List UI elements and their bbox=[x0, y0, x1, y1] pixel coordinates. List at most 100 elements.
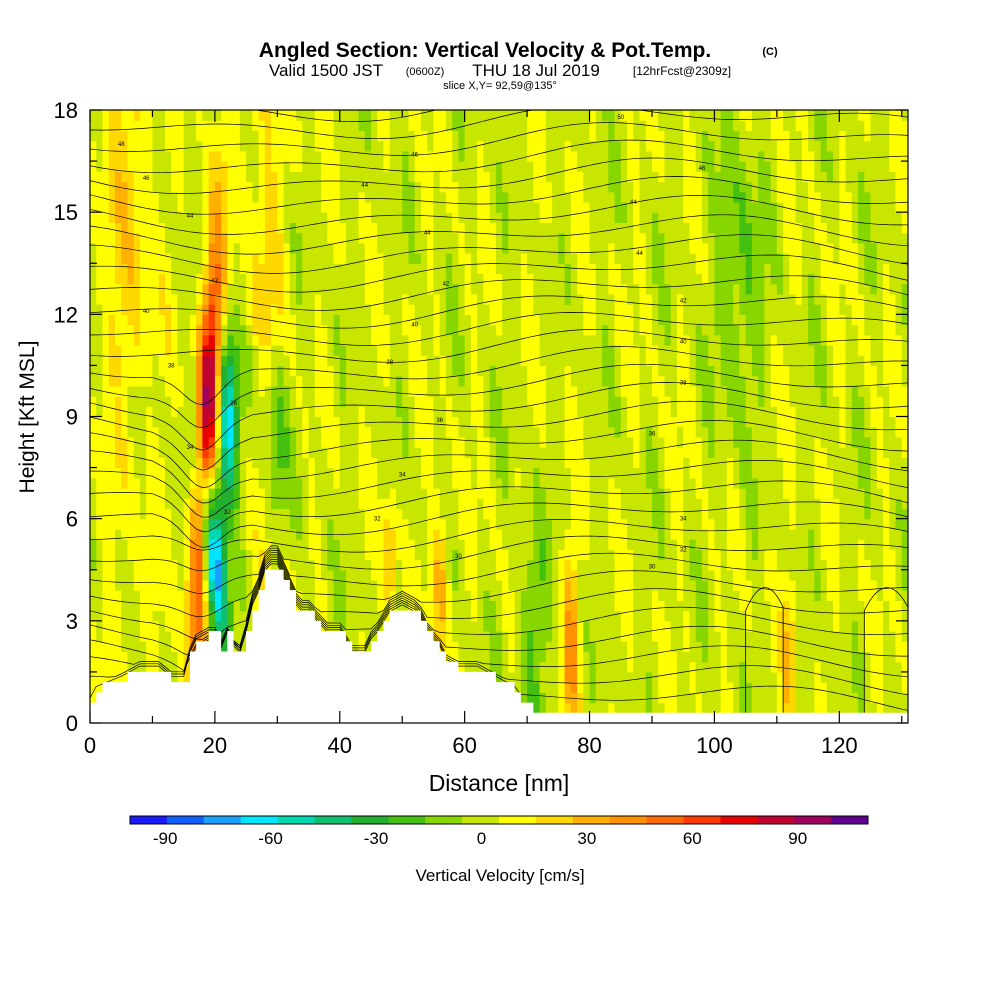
velocity-cell bbox=[277, 518, 285, 530]
velocity-cell bbox=[477, 293, 484, 305]
velocity-cell bbox=[177, 590, 185, 601]
velocity-cell bbox=[527, 620, 534, 632]
velocity-cell bbox=[370, 579, 378, 591]
velocity-cell bbox=[439, 457, 447, 469]
velocity-cell bbox=[527, 590, 534, 601]
velocity-cell bbox=[545, 120, 553, 132]
velocity-cell bbox=[570, 661, 578, 673]
velocity-cell bbox=[545, 426, 553, 438]
velocity-cell bbox=[308, 590, 316, 601]
velocity-cell bbox=[164, 488, 172, 499]
velocity-cell bbox=[152, 201, 160, 213]
velocity-cell bbox=[114, 457, 122, 469]
velocity-cell bbox=[552, 518, 559, 530]
velocity-cell bbox=[370, 171, 378, 183]
velocity-cell bbox=[583, 344, 591, 356]
velocity-cell bbox=[252, 304, 260, 315]
velocity-cell bbox=[545, 549, 553, 561]
velocity-cell bbox=[595, 549, 603, 561]
velocity-cell bbox=[402, 130, 410, 142]
velocity-cell bbox=[314, 539, 322, 550]
velocity-cell bbox=[127, 283, 135, 295]
velocity-cell bbox=[489, 600, 497, 612]
velocity-cell bbox=[577, 447, 584, 458]
velocity-cell bbox=[296, 355, 303, 367]
velocity-cell bbox=[221, 396, 228, 407]
velocity-cell bbox=[189, 426, 197, 438]
velocity-cell bbox=[114, 579, 122, 591]
velocity-cell bbox=[158, 304, 166, 315]
velocity-cell bbox=[533, 263, 541, 275]
velocity-cell bbox=[221, 559, 228, 571]
velocity-cell bbox=[90, 293, 97, 305]
velocity-cell bbox=[508, 263, 516, 275]
velocity-cell bbox=[558, 161, 566, 172]
velocity-cell bbox=[164, 539, 172, 550]
velocity-cell bbox=[258, 457, 266, 469]
velocity-cell bbox=[377, 201, 385, 213]
velocity-cell bbox=[271, 488, 278, 499]
velocity-cell bbox=[127, 651, 135, 663]
velocity-cell bbox=[258, 150, 266, 162]
velocity-cell bbox=[96, 212, 104, 223]
velocity-cell bbox=[233, 467, 241, 479]
velocity-cell bbox=[427, 222, 435, 234]
velocity-cell bbox=[352, 396, 360, 407]
velocity-cell bbox=[552, 579, 559, 591]
velocity-cell bbox=[277, 110, 285, 121]
velocity-cell bbox=[470, 365, 478, 377]
velocity-cell bbox=[102, 273, 110, 285]
velocity-cell bbox=[308, 559, 316, 571]
velocity-cell bbox=[602, 426, 609, 438]
velocity-cell bbox=[420, 610, 428, 622]
velocity-cell bbox=[133, 641, 141, 653]
velocity-cell bbox=[352, 631, 360, 642]
velocity-cell bbox=[358, 212, 366, 223]
velocity-cell bbox=[520, 477, 528, 489]
velocity-cell bbox=[196, 416, 203, 428]
velocity-cell bbox=[602, 304, 609, 315]
velocity-cell bbox=[458, 467, 466, 479]
velocity-cell bbox=[189, 110, 197, 121]
velocity-cell bbox=[283, 344, 291, 356]
velocity-cell bbox=[308, 324, 316, 336]
velocity-cell bbox=[570, 365, 578, 377]
velocity-cell bbox=[602, 161, 609, 172]
velocity-cell bbox=[177, 631, 185, 642]
velocity-cell bbox=[308, 273, 316, 285]
velocity-cell bbox=[189, 181, 197, 193]
velocity-cell bbox=[370, 191, 378, 203]
velocity-cell bbox=[539, 375, 547, 387]
velocity-cell bbox=[545, 171, 553, 183]
velocity-cell bbox=[583, 620, 591, 632]
velocity-cell bbox=[514, 396, 522, 407]
velocity-cell bbox=[445, 212, 453, 223]
velocity-cell bbox=[602, 120, 609, 132]
velocity-cell bbox=[495, 661, 503, 673]
velocity-cell bbox=[502, 365, 509, 377]
velocity-cell bbox=[552, 620, 559, 632]
velocity-cell bbox=[577, 365, 584, 377]
velocity-cell bbox=[408, 477, 416, 489]
velocity-cell bbox=[346, 365, 353, 377]
velocity-cell bbox=[264, 222, 272, 234]
velocity-cell bbox=[608, 671, 616, 683]
velocity-cell bbox=[489, 518, 497, 530]
velocity-cell bbox=[214, 590, 222, 601]
velocity-cell bbox=[495, 457, 503, 469]
velocity-cell bbox=[377, 324, 385, 336]
velocity-cell bbox=[577, 375, 584, 387]
velocity-cell bbox=[364, 610, 372, 622]
velocity-cell bbox=[252, 212, 260, 223]
velocity-cell bbox=[383, 436, 391, 448]
velocity-cell bbox=[171, 130, 179, 142]
velocity-cell bbox=[139, 610, 147, 622]
velocity-cell bbox=[271, 436, 278, 448]
velocity-cell bbox=[483, 396, 491, 407]
velocity-cell bbox=[189, 150, 197, 162]
velocity-cell bbox=[177, 620, 185, 632]
velocity-cell bbox=[420, 549, 428, 561]
velocity-cell bbox=[277, 436, 285, 448]
velocity-cell bbox=[177, 293, 185, 305]
velocity-cell bbox=[308, 181, 316, 193]
